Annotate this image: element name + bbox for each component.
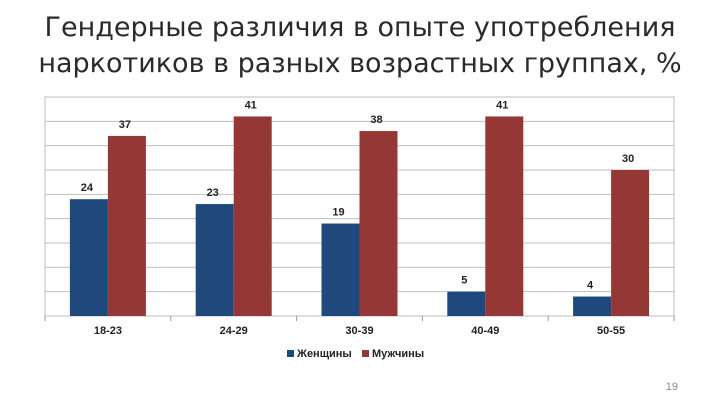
data-label: 5 (461, 275, 467, 287)
legend-label: Мужчины (372, 348, 424, 360)
bar (611, 170, 650, 316)
data-label: 37 (119, 119, 131, 131)
data-label: 41 (496, 99, 508, 111)
chart-title-line-2: наркотиков в разных возрастных группах, … (38, 48, 682, 79)
x-tick-label: 50-55 (597, 325, 625, 337)
chart-title: Гендерные различия в опыте употребления … (0, 10, 720, 82)
bar (447, 291, 486, 316)
data-label: 30 (622, 153, 634, 165)
data-label: 4 (587, 280, 594, 292)
data-label: 41 (245, 99, 257, 111)
bar (195, 204, 234, 316)
bar (69, 199, 108, 316)
data-label: 19 (332, 207, 344, 219)
data-label: 24 (81, 182, 94, 194)
x-tick-label: 18-23 (94, 325, 122, 337)
bar (233, 116, 272, 316)
x-tick-label: 30-39 (345, 325, 373, 337)
data-label: 38 (370, 114, 382, 126)
bar (573, 296, 612, 316)
legend-swatch (287, 350, 294, 357)
x-tick-label: 40-49 (471, 325, 499, 337)
legend-swatch (362, 350, 369, 357)
page-number: 19 (665, 381, 678, 393)
legend-label: Женщины (296, 348, 352, 360)
bar (107, 135, 146, 316)
data-label: 23 (207, 187, 219, 199)
bar (359, 131, 398, 316)
x-tick-label: 24-29 (220, 325, 248, 337)
bar (321, 223, 360, 316)
chart-title-line-1: Гендерные различия в опыте употребления (44, 12, 676, 43)
bar (485, 116, 524, 316)
